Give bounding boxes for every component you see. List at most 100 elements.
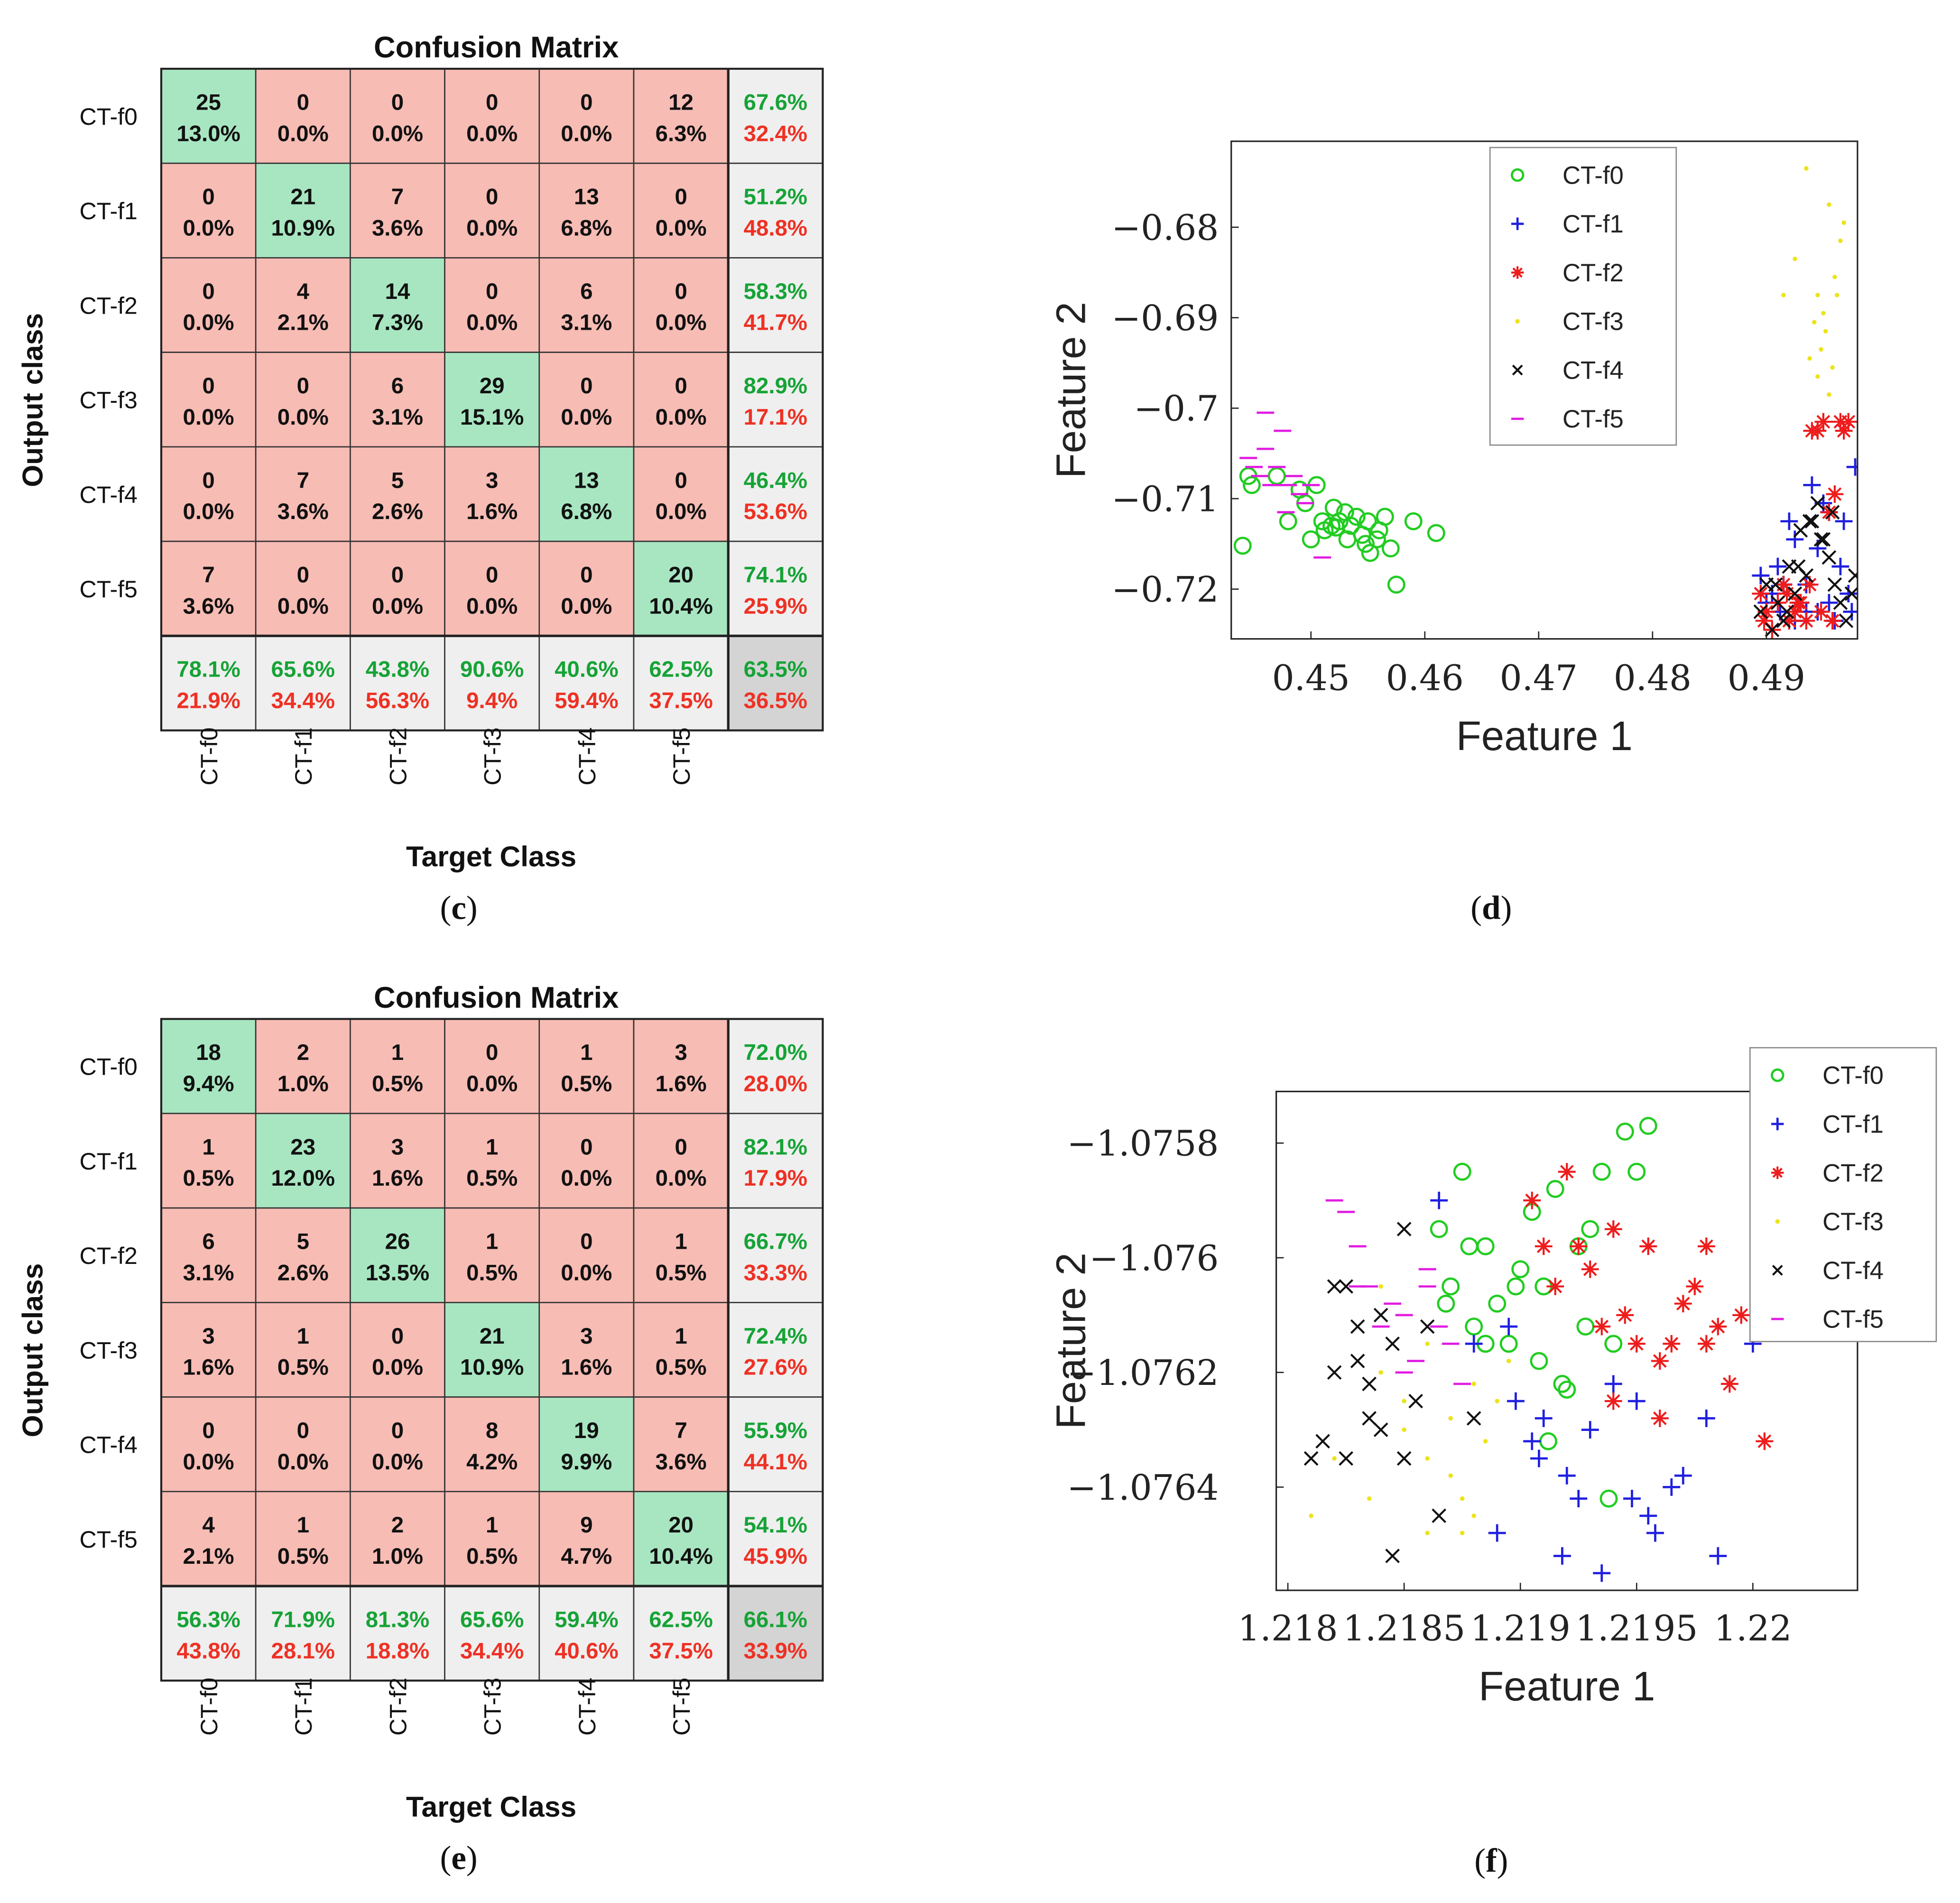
data-point-ct-f2 <box>1604 1220 1622 1238</box>
data-point-ct-f1 <box>1697 1409 1715 1427</box>
data-point-ct-f1 <box>1488 1524 1506 1542</box>
cell-percent: 1.6% <box>561 1355 612 1380</box>
cell-count: 0 <box>297 1418 309 1443</box>
data-point-ct-f1 <box>1663 1478 1681 1496</box>
legend-marker-ct-f1 <box>1511 217 1524 230</box>
cell-count: 0 <box>580 1134 592 1160</box>
cell-count: 0 <box>580 562 592 587</box>
summary-error-percent: 53.6% <box>744 499 807 524</box>
data-point-ct-f1 <box>1846 458 1858 476</box>
cell-percent: 2.1% <box>277 310 329 335</box>
data-point-ct-f3 <box>1495 1399 1499 1403</box>
data-point-ct-f2 <box>1604 1392 1622 1410</box>
data-point-ct-f4 <box>1821 550 1837 565</box>
cell-percent: 3.6% <box>277 499 329 524</box>
data-point-ct-f0 <box>1279 512 1297 530</box>
legend-marker-ct-f4 <box>1512 364 1523 376</box>
data-point-ct-f4 <box>1753 604 1768 619</box>
data-point-ct-f4 <box>1816 532 1831 547</box>
cell-count: 0 <box>202 468 214 493</box>
data-point-ct-f2 <box>1840 413 1858 431</box>
matrix-cell <box>444 1018 540 1114</box>
cell-count: 4 <box>297 279 310 304</box>
column-label: CT-f2 <box>385 1678 411 1736</box>
summary-correct-percent: 66.1% <box>744 1607 807 1632</box>
x-tick-label: 0.46 <box>1386 659 1464 699</box>
data-point-ct-f3 <box>1827 392 1831 397</box>
data-point-ct-f1 <box>1709 1547 1727 1565</box>
matrix-cell <box>727 162 823 259</box>
data-point-ct-f0 <box>1507 1277 1525 1296</box>
legend-label: CT-f0 <box>1562 161 1624 189</box>
data-point-ct-f4 <box>1825 505 1840 520</box>
summary-correct-percent: 67.6% <box>744 90 807 115</box>
cell-percent: 12.0% <box>271 1166 335 1191</box>
x-axis-label: Feature 1 <box>1456 713 1633 759</box>
cell-count: 7 <box>391 185 404 210</box>
data-point-ct-f2 <box>1797 612 1815 630</box>
data-point-ct-f3 <box>1838 238 1843 243</box>
matrix-cell <box>255 1585 351 1681</box>
panel-label: (c) <box>440 890 478 927</box>
data-point-ct-f1 <box>1843 603 1858 621</box>
decision-boundary <box>1567 1381 1718 1590</box>
matrix-cell <box>727 68 823 164</box>
data-point-ct-f0 <box>1437 1294 1455 1313</box>
summary-error-percent: 9.4% <box>466 688 518 714</box>
decision-region <box>1782 141 1857 341</box>
cell-percent: 3.1% <box>372 405 423 430</box>
legend-marker-ct-f2 <box>1511 266 1524 279</box>
legend-marker-ct-f4 <box>1772 1264 1783 1276</box>
data-point-ct-f0 <box>1476 1237 1495 1255</box>
cell-percent: 13.0% <box>176 121 240 146</box>
data-point-ct-f3 <box>1425 1341 1430 1346</box>
summary-error-percent: 37.5% <box>649 1638 712 1663</box>
cell-count: 1 <box>486 1134 498 1160</box>
summary-error-percent: 36.5% <box>744 688 807 714</box>
matrix-cell <box>538 352 635 448</box>
matrix-cell <box>538 1491 635 1587</box>
data-point-ct-f3 <box>1823 329 1828 334</box>
cell-count: 2 <box>297 1040 309 1065</box>
legend-label: CT-f5 <box>1562 405 1624 433</box>
cell-count: 0 <box>580 1229 592 1254</box>
summary-correct-percent: 54.1% <box>744 1513 807 1538</box>
cell-count: 0 <box>580 90 592 115</box>
legend-marker-ct-f1 <box>1771 1117 1784 1131</box>
data-point-ct-f0 <box>1581 1220 1599 1238</box>
data-point-ct-f2 <box>1558 1163 1576 1181</box>
summary-error-percent: 17.1% <box>744 405 807 430</box>
cell-percent: 0.5% <box>656 1355 707 1380</box>
cell-count: 13 <box>574 185 599 210</box>
data-point-ct-f4 <box>1385 1336 1400 1351</box>
cell-percent: 0.0% <box>561 121 612 146</box>
legend-marker-ct-f2 <box>1771 1166 1784 1179</box>
matrix-cell <box>633 1113 729 1209</box>
data-point-ct-f4 <box>1802 514 1817 529</box>
data-point-ct-f4 <box>1362 1376 1377 1392</box>
cell-count: 1 <box>297 1513 309 1538</box>
legend-marker-ct-f3 <box>1775 1219 1780 1224</box>
decision-boundary <box>1757 191 1858 325</box>
cell-count: 29 <box>480 373 505 399</box>
cell-percent: 0.0% <box>466 215 518 241</box>
summary-correct-percent: 43.8% <box>366 657 429 682</box>
x-tick-label: 1.2185 <box>1343 1608 1465 1649</box>
summary-error-percent: 44.1% <box>744 1449 807 1475</box>
data-point-ct-f3 <box>1471 1513 1476 1518</box>
data-point-ct-f4 <box>1791 559 1806 574</box>
confusion-matrix-c: Confusion Matrix 25 13.0% 0 0.0% 0 0.0% 0 0.0% 0 0… <box>17 31 824 927</box>
cell-percent: 3.1% <box>561 310 612 335</box>
x-axis-label: Target Class <box>406 1791 576 1823</box>
data-point-ct-f4 <box>1350 1319 1365 1334</box>
summary-error-percent: 21.9% <box>176 688 240 714</box>
summary-correct-percent: 72.4% <box>744 1324 807 1349</box>
summary-correct-percent: 72.0% <box>744 1040 807 1065</box>
cell-percent: 0.0% <box>656 499 707 524</box>
x-tick-label: 1.219 <box>1470 1608 1571 1649</box>
data-point-ct-f1 <box>1780 512 1798 530</box>
data-point-ct-f4 <box>1315 1434 1330 1449</box>
data-point-ct-f0 <box>1442 1277 1460 1296</box>
cell-percent: 0.5% <box>466 1544 518 1569</box>
